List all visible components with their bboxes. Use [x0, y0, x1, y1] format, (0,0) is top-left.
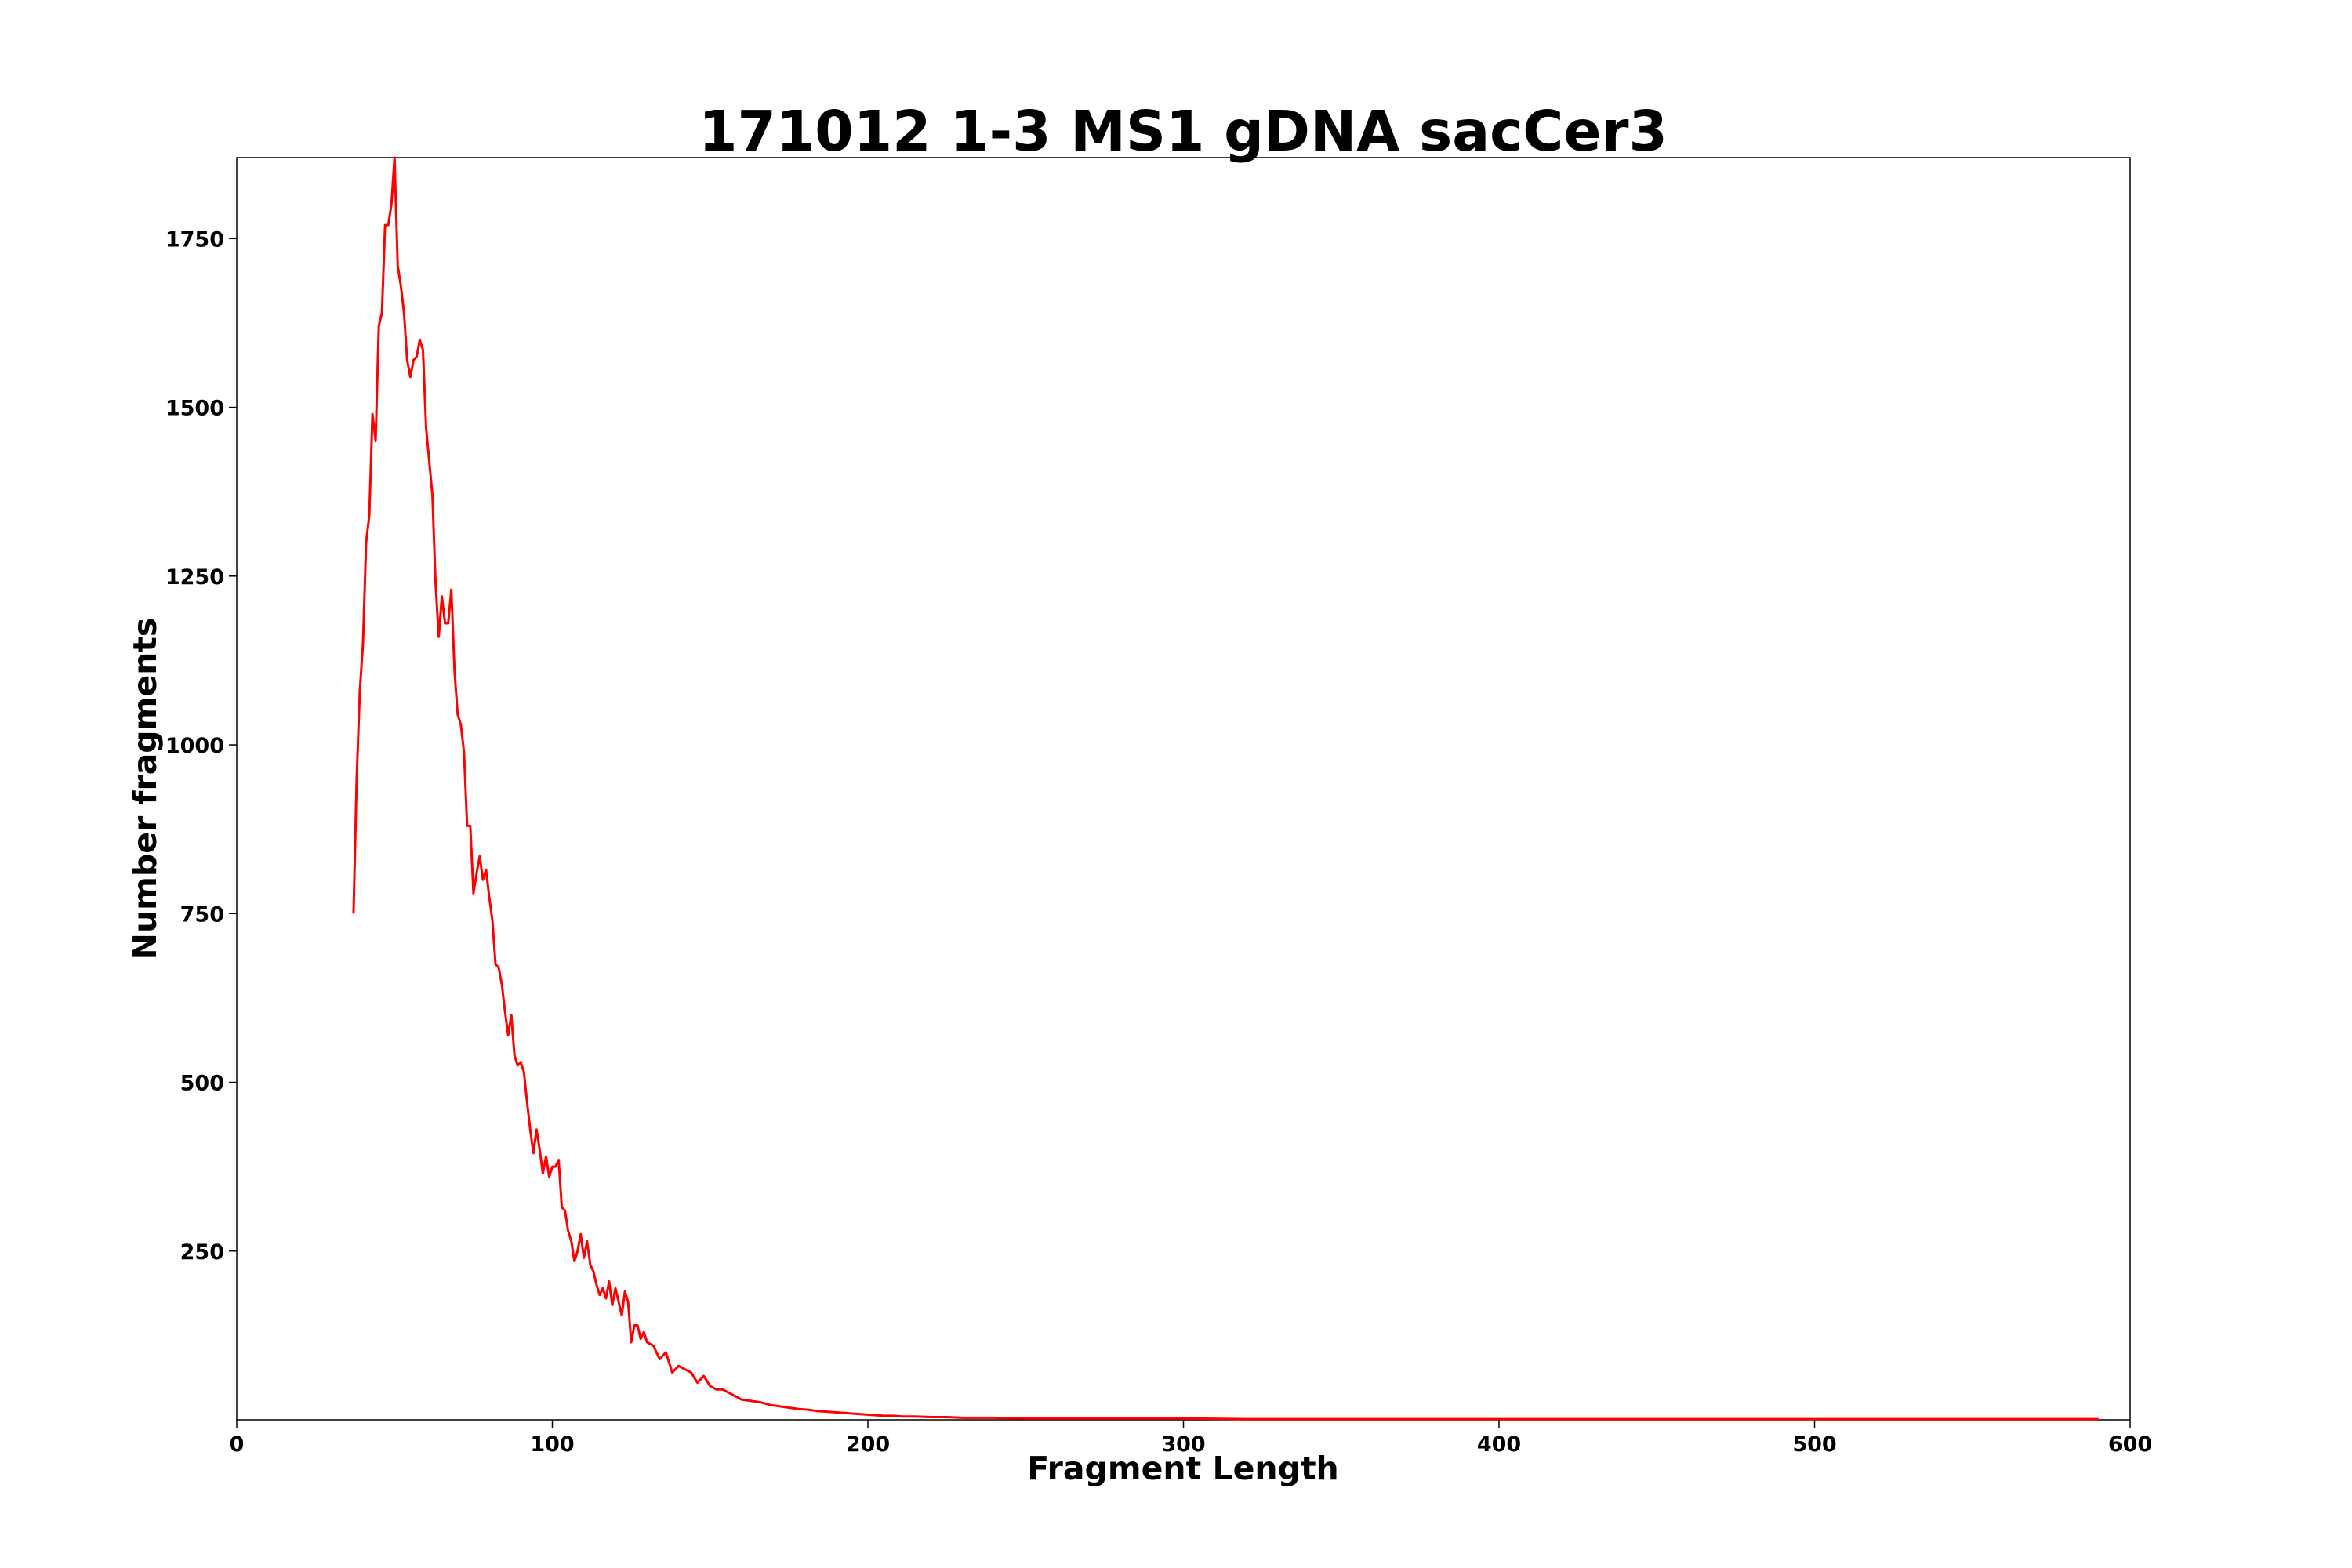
x-tick-label: 200 — [846, 1432, 890, 1457]
plot-area — [236, 156, 2131, 1421]
y-tick-label: 1250 — [165, 565, 224, 590]
y-tick-label: 750 — [180, 902, 224, 927]
x-axis: 0 100 200 300 400 500 600 — [230, 1420, 2152, 1457]
plot-frame — [236, 157, 2131, 1421]
y-tick-label: 1500 — [165, 397, 224, 421]
x-axis-label: Fragment Length — [1027, 1450, 1338, 1487]
y-tick-label: 1750 — [165, 227, 224, 252]
x-tick-label: 100 — [530, 1432, 574, 1457]
y-tick-label: 500 — [180, 1072, 224, 1096]
y-tick-label: 250 — [180, 1240, 224, 1265]
x-tick-label: 500 — [1792, 1432, 1836, 1457]
x-tick-label: 300 — [1161, 1432, 1205, 1457]
y-axis-label: Number fragments — [126, 618, 164, 960]
x-tick-label: 400 — [1477, 1432, 1521, 1457]
x-tick-label: 0 — [230, 1432, 245, 1457]
y-axis: 250 500 750 1000 1250 1500 1750 — [165, 227, 237, 1265]
series-line — [352, 156, 2099, 1421]
y-tick-label: 1000 — [165, 734, 224, 758]
x-tick-label: 600 — [2108, 1432, 2152, 1457]
chart-title: 171012 1-3 MS1 gDNA sacCer3 — [699, 99, 1668, 164]
